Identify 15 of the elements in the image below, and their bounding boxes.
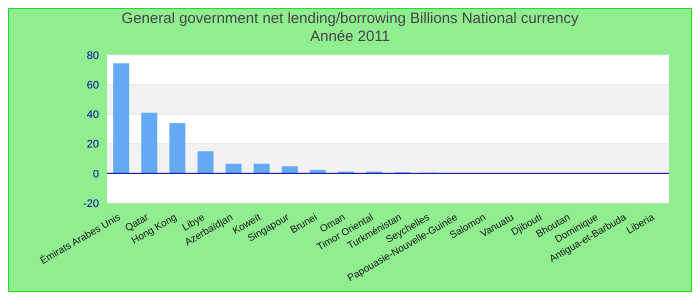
y-tick-label: 0 <box>92 168 99 180</box>
bar <box>197 151 214 174</box>
bar <box>169 123 186 174</box>
bar <box>282 166 298 174</box>
bar <box>141 112 158 174</box>
bar <box>113 63 130 174</box>
y-tick-label: 60 <box>86 80 99 92</box>
y-tick-label: -20 <box>83 198 99 210</box>
y-tick-label: 40 <box>86 109 99 122</box>
bar <box>254 164 270 174</box>
bar <box>226 164 242 174</box>
y-tick-label: 80 <box>86 50 99 62</box>
chart-title: General government net lending/borrowing Billions National currency <box>120 9 580 27</box>
y-tick-label: 20 <box>86 138 99 151</box>
chart-subtitle: Année 2011 <box>309 27 391 45</box>
